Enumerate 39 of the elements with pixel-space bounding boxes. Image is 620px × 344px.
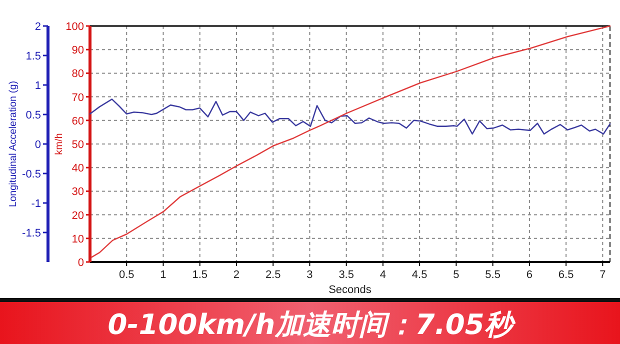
y-tick-label: 0 (34, 139, 41, 151)
y2-tick-label: 100 (66, 21, 84, 33)
x-tick-label: 3 (306, 269, 313, 281)
x-tick-label: 2 (233, 269, 240, 281)
x-tick-label: 1.5 (192, 269, 208, 281)
x-tick-label: 4 (380, 269, 386, 281)
x-tick-label: 2.5 (265, 269, 281, 281)
y2-tick-label: 20 (72, 210, 84, 222)
y-tick-label: -0.5 (22, 168, 41, 180)
x-axis-title: Seconds (328, 284, 372, 296)
y-tick-label: 0.5 (26, 110, 41, 122)
y-tick-label: 1 (34, 80, 41, 92)
y2-tick-label: 40 (72, 162, 84, 175)
x-tick-label: 6 (526, 269, 532, 281)
line-series (89, 98, 611, 135)
y-tick-label: 1.5 (26, 50, 41, 62)
x-tick-label: 5 (453, 269, 460, 281)
y2-tick-label: 80 (72, 68, 84, 80)
line-series (90, 25, 611, 258)
x-tick-label: 5.5 (485, 269, 500, 281)
x-tick-label: 4.5 (412, 269, 428, 281)
x-tick-label: 1 (160, 269, 166, 281)
x-tick-label: 6.5 (558, 269, 574, 281)
x-tick-label: 7 (600, 269, 606, 281)
text: 0-100km/h加速时间：7.05秒 (108, 308, 516, 341)
y-axis-title: Longitudinal Acceleration (g) (8, 80, 19, 208)
y2-axis-title: km/h (54, 133, 65, 155)
y2-tick-label: 60 (72, 115, 84, 128)
y2-tick-label: 70 (72, 92, 84, 104)
y-tick-label: -1 (31, 198, 41, 210)
y2-tick-label: 10 (72, 233, 84, 246)
x-tick-label: 0.5 (118, 269, 134, 281)
y2-tick-label: 90 (72, 44, 84, 57)
y-tick-label: 2 (34, 21, 41, 33)
y2-tick-label: 30 (72, 186, 84, 198)
y-tick-label: -1.5 (22, 228, 41, 240)
x-tick-label: 3.5 (338, 269, 354, 281)
y2-tick-label: 50 (72, 139, 84, 151)
y2-tick-label: 0 (78, 257, 84, 269)
